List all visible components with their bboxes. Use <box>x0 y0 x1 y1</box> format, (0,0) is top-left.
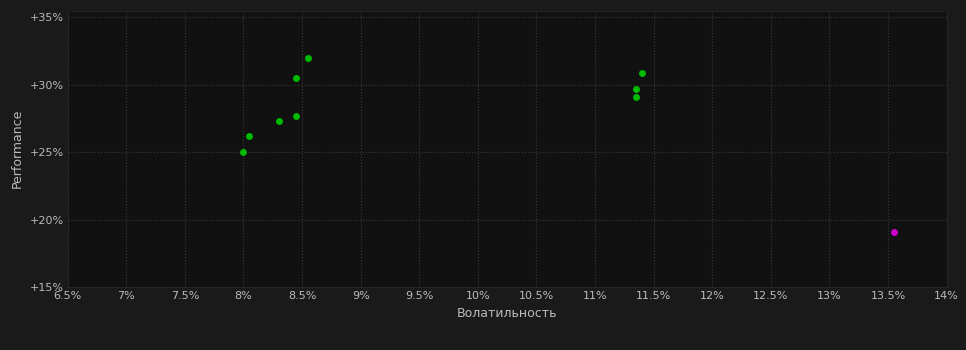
X-axis label: Волатильность: Волатильность <box>457 307 557 320</box>
Y-axis label: Performance: Performance <box>11 109 24 188</box>
